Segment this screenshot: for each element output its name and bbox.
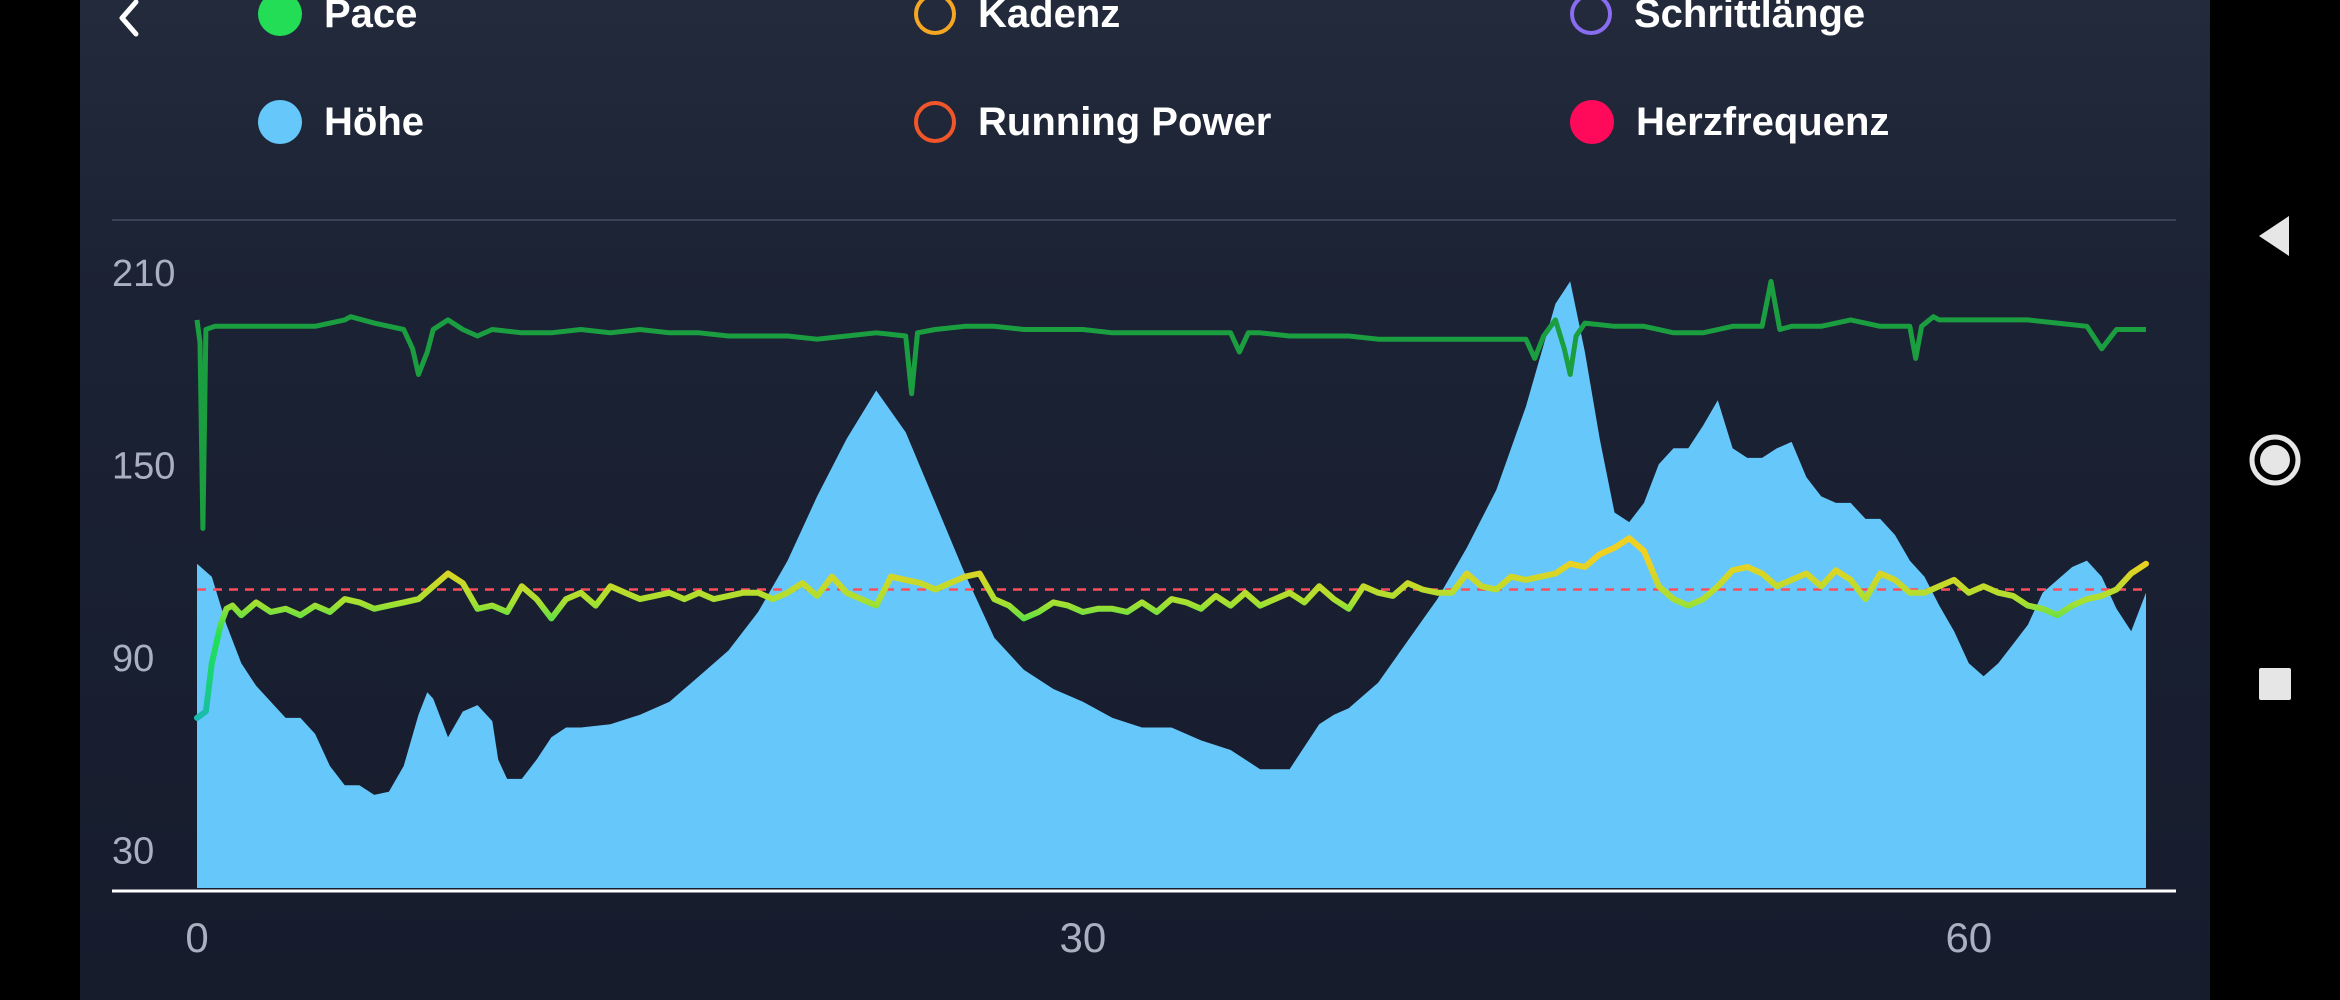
legend-item-kadenz[interactable]: Kadenz — [914, 0, 1120, 44]
legend-label: Herzfrequenz — [1636, 99, 1890, 144]
hoehe-dot-icon — [258, 100, 302, 144]
nav-back-icon[interactable] — [2210, 186, 2340, 286]
legend-item-running-power[interactable]: Running Power — [914, 92, 1271, 152]
x-axis-ticks: 0 30 60 — [185, 914, 1992, 961]
kadenz-ring-icon — [914, 0, 956, 35]
pace-dot-icon — [258, 0, 302, 36]
running-power-ring-icon — [914, 101, 956, 143]
x-tick-label: 30 — [1060, 914, 1107, 961]
back-chevron-icon[interactable] — [100, 0, 160, 48]
legend-item-pace[interactable]: Pace — [258, 0, 417, 44]
nav-recents-icon[interactable] — [2210, 634, 2340, 734]
legend-item-herzfrequenz[interactable]: Herzfrequenz — [1570, 92, 1889, 152]
legend-label: Pace — [324, 0, 418, 36]
legend-label: Höhe — [324, 99, 424, 144]
hoehe-area-layer — [197, 281, 2146, 888]
legend-divider — [112, 219, 2176, 221]
herzfrequenz-line — [194, 535, 2149, 721]
herzfrequenz-dot-icon — [1570, 100, 1614, 144]
system-nav-bar — [2210, 0, 2340, 1000]
pace-line-layer — [194, 278, 2146, 531]
legend-item-schrittlaenge[interactable]: Schrittlänge — [1570, 0, 1865, 44]
legend-label: Kadenz — [978, 0, 1121, 36]
x-tick-label: 0 — [185, 914, 208, 961]
y-tick-label: 90 — [112, 638, 154, 680]
schrittlaenge-ring-icon — [1570, 0, 1612, 35]
y-axis-ticks: 210 150 90 30 — [112, 253, 175, 873]
pace-line — [194, 278, 2146, 531]
y-tick-label: 210 — [112, 253, 175, 295]
legend-label: Running Power — [978, 99, 1272, 144]
x-tick-label: 60 — [1945, 914, 1992, 961]
legend-label: Schrittlänge — [1634, 0, 1866, 36]
nav-home-icon[interactable] — [2210, 410, 2340, 510]
y-tick-label: 150 — [112, 445, 175, 487]
legend-item-hoehe[interactable]: Höhe — [258, 92, 424, 152]
hoehe-area — [197, 281, 2146, 888]
herzfrequenz-line-layer — [194, 535, 2149, 721]
y-tick-label: 30 — [112, 830, 154, 872]
